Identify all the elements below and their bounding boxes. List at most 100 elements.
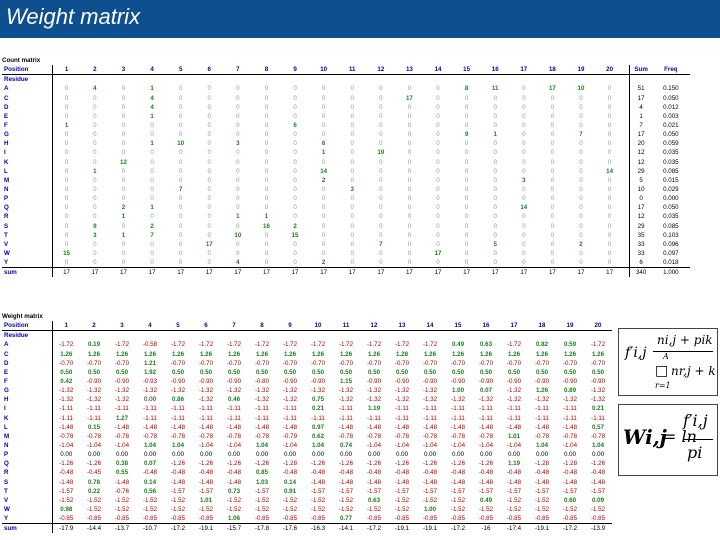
weight-cell: 0.56: [143, 487, 157, 495]
column-sum: -17.6: [276, 523, 304, 534]
position-header: 2: [80, 65, 110, 76]
weight-cell: -0.70: [86, 359, 102, 367]
weight-cell: -1.11: [395, 405, 409, 413]
count-cell: 0: [407, 140, 412, 148]
count-cell: 0: [579, 186, 583, 194]
count-cell: 0: [350, 112, 354, 120]
weight-cell: 1.15: [339, 378, 353, 386]
count-cell: 0: [436, 204, 440, 212]
weight-cell: 1.01: [199, 496, 213, 504]
weight-cell: -0.48: [590, 469, 606, 477]
weight-cell: -1.52: [506, 496, 522, 504]
count-cell: 0: [207, 195, 211, 203]
residue-label: T: [2, 486, 53, 496]
count-cell: 0: [207, 186, 211, 194]
weight-matrix-table: Weight matrix Position 1 2 3 4 5 6 7 8 9 10 11 12 13 14…: [2, 312, 612, 534]
weight-cell: -0.70: [282, 359, 298, 367]
weight-cell: -1.57: [338, 487, 354, 495]
empty-cell: [248, 331, 276, 341]
weight-cell: -0.85: [590, 515, 606, 523]
position-header: 20: [595, 65, 624, 76]
weight-cell: -0.90: [170, 378, 186, 386]
weight-row-P: P 0.00 0.00 0.00 0.00 0.00 0.00 0.00 0.00 0.00 0.0…: [2, 450, 612, 460]
count-cell: 0: [350, 231, 354, 239]
count-cell: 7: [178, 186, 183, 194]
count-cell: 0: [264, 231, 269, 239]
count-cell: 0: [264, 195, 269, 203]
count-cell: 0: [436, 176, 440, 184]
count-row-Q: Q 0 0 2 1 0 0 0 0 0 0 0 0 0 0 0 0 14 0 0 0 17 0.050: [2, 203, 690, 213]
weight-cell: 1.92: [143, 368, 157, 376]
count-cell: 0: [493, 122, 497, 130]
weight-cell: -1.32: [86, 396, 102, 404]
weight-cell: -1.32: [114, 387, 130, 395]
weight-cell: -1.11: [143, 405, 157, 413]
column-sum: -13.9: [584, 523, 612, 534]
residue-label: Q: [2, 459, 53, 469]
weight-cell: -1.72: [506, 341, 522, 349]
count-cell: 0: [64, 94, 69, 102]
weight-cell: 0.50: [227, 368, 241, 376]
count-cell: 0: [293, 103, 297, 111]
weight-cell: -1.52: [282, 496, 298, 504]
weight-cell: 0.00: [563, 451, 577, 459]
weight-cell: 0.00: [367, 451, 381, 459]
spacer: [623, 65, 631, 76]
count-cell: 0: [407, 103, 412, 111]
column-sum: 17: [595, 267, 624, 278]
count-cell: 0: [607, 103, 612, 111]
weight-cell: -0.80: [254, 378, 270, 386]
count-cell: 0: [207, 131, 211, 139]
position-header: 3: [109, 65, 138, 76]
weight-cell: -0.48: [534, 469, 550, 477]
freq-cell: 0.029: [663, 186, 679, 194]
weight-cell: 1.26: [591, 350, 605, 358]
count-cell: 0: [379, 204, 383, 212]
weight-cell: -1.04: [59, 442, 74, 450]
weight-row-L: L -1.48 0.15 -1.48 -1.48 -1.48 -1.48 -1.48 -1.48…: [2, 422, 612, 432]
weight-cell: 1.26: [535, 350, 549, 358]
weight-cell: -0.70: [506, 359, 522, 367]
position-header: 13: [395, 65, 424, 76]
fraction-bar-2: [683, 439, 713, 440]
empty-cell: [652, 75, 690, 85]
count-cell: 0: [207, 204, 211, 212]
weight-cell: -1.48: [142, 423, 158, 431]
count-cell: 0: [550, 103, 555, 111]
count-cell: 0: [407, 195, 412, 203]
count-cell: 0: [264, 94, 269, 102]
count-cell: 1: [150, 85, 154, 93]
weight-cell: -1.48: [198, 478, 214, 486]
weight-cell: -1.52: [450, 496, 466, 504]
count-cell: 0: [264, 167, 269, 175]
count-row-I: I 0 0 0 0 0 0 0 0 0 1 0 10 0 0 0 0 0 0 0 0 12 0.035: [2, 148, 690, 158]
spacer: [623, 248, 631, 259]
weight-cell: -0.76: [114, 487, 130, 495]
count-cell: 0: [64, 149, 69, 157]
box-glyph: □: [655, 363, 669, 379]
weight-cell: -1.11: [367, 414, 381, 422]
count-cell: 3: [236, 140, 240, 148]
count-cell: 0: [464, 94, 469, 102]
count-cell: 0: [236, 149, 240, 157]
count-cell: 0: [64, 204, 69, 212]
count-cell: 7: [579, 131, 583, 139]
weight-cell: 1.26: [87, 350, 101, 358]
weight-cell: -1.32: [338, 387, 354, 395]
weight-cell: -0.48: [506, 469, 522, 477]
weight-cell: -0.70: [254, 359, 270, 367]
count-row-G: G 0 0 0 0 0 0 0 0 0 0 0 0 0 0 9 1 0 0 7 0 17 0.050: [2, 130, 690, 140]
count-cell: 0: [579, 204, 583, 212]
count-cell: 0: [522, 112, 526, 120]
count-cell: 0: [550, 149, 555, 157]
weight-cell: -1.32: [366, 396, 382, 404]
weight-cell: -1.72: [282, 341, 298, 349]
weight-cell: -0.85: [506, 515, 522, 523]
weight-cell: -1.52: [142, 496, 158, 504]
weight-cell: -1.52: [534, 496, 550, 504]
formula2-numerator: f′i,j: [683, 411, 708, 430]
count-cell: 0: [550, 250, 555, 258]
weight-cell: -0.70: [562, 359, 578, 367]
weight-cell: 1.26: [339, 350, 353, 358]
weight-cell: -1.52: [86, 506, 102, 514]
